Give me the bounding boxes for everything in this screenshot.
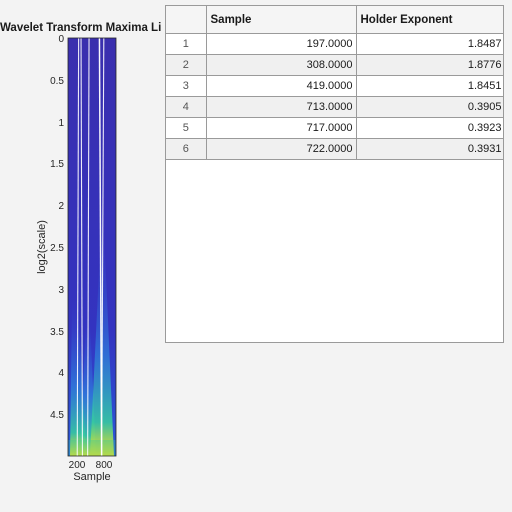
holder-exponent-column-header[interactable]: Holder Exponent [356,6,503,34]
table-row[interactable]: 1 197.0000 1.8487 [166,33,503,55]
table-row[interactable]: 2 308.0000 1.8776 [166,54,503,76]
sample-cell[interactable]: 308.0000 [206,54,357,76]
y-tick-label: 4 [58,368,64,379]
maxima-line [76,38,80,456]
maxima-lines [76,38,105,456]
y-tick-label: 0.5 [50,76,64,87]
holder-exponent-cell[interactable]: 0.3923 [356,117,503,139]
y-tick-label: 2.5 [50,243,64,254]
holder-exponent-table[interactable]: Sample Holder Exponent 1 197.0000 1.8487… [165,5,504,343]
row-index: 4 [166,96,207,118]
x-tick-label: 200 [69,460,86,471]
y-tick-label: 4.5 [50,410,64,421]
row-index: 1 [166,33,207,55]
table-row[interactable]: 6 722.0000 0.3931 [166,138,503,160]
results-table: Sample Holder Exponent 1 197.0000 1.8487… [166,6,503,160]
row-index-header[interactable] [166,6,207,34]
y-tick-label: 1.5 [50,159,64,170]
y-axis-label: log2(scale) [36,220,48,274]
x-axis-label: Sample [73,471,110,483]
wavelet-maxima-plot[interactable]: 0 0.5 1 1.5 2 2.5 3 3.5 4 4.5 log2(scale… [0,0,165,512]
sample-cell[interactable]: 197.0000 [206,33,357,55]
row-index: 6 [166,138,207,160]
holder-exponent-cell[interactable]: 1.8776 [356,54,503,76]
sample-cell[interactable]: 713.0000 [206,96,357,118]
row-index: 5 [166,117,207,139]
x-axis: 200 800 Sample [69,460,113,483]
x-tick-label: 800 [96,460,113,471]
plot-frame [67,37,117,457]
holder-exponent-cell[interactable]: 0.3905 [356,96,503,118]
row-index: 2 [166,54,207,76]
scalogram-bottom-band [68,440,116,456]
y-tick-label: 0 [58,34,64,45]
sample-cell[interactable]: 419.0000 [206,75,357,97]
sample-column-header[interactable]: Sample [206,6,357,34]
y-tick-label: 3.5 [50,327,64,338]
holder-exponent-cell[interactable]: 1.8487 [356,33,503,55]
holder-exponent-cell[interactable]: 0.3931 [356,138,503,160]
table-header-row: Sample Holder Exponent [166,6,503,34]
table-row[interactable]: 5 717.0000 0.3923 [166,117,503,139]
maxima-line [87,38,90,456]
plot-title: Wavelet Transform Maxima Li [0,22,162,34]
y-tick-label: 2 [58,201,64,212]
y-tick-label: 1 [58,118,64,129]
maxima-line [99,38,103,456]
sample-cell[interactable]: 717.0000 [206,117,357,139]
maxima-line [80,38,83,456]
plot-panel: Wavelet Transform Maxima Li [0,0,165,512]
y-tick-label: 3 [58,285,64,296]
holder-exponent-cell[interactable]: 1.8451 [356,75,503,97]
y-axis: 0 0.5 1 1.5 2 2.5 3 3.5 4 4.5 log2(scale… [36,34,64,421]
table-row[interactable]: 3 419.0000 1.8451 [166,75,503,97]
sample-cell[interactable]: 722.0000 [206,138,357,160]
table-row[interactable]: 4 713.0000 0.3905 [166,96,503,118]
row-index: 3 [166,75,207,97]
